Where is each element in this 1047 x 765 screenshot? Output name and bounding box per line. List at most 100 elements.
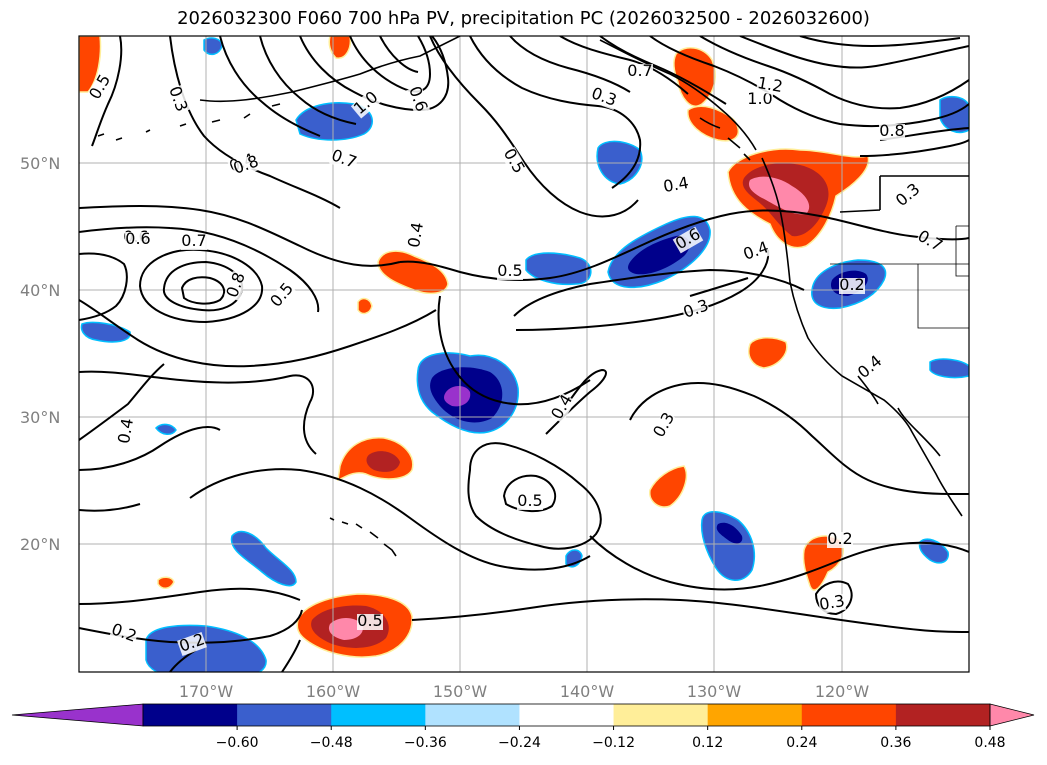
canada-border [839,175,969,213]
contour-label: 1.0 [747,89,772,108]
precip-positive-shading [79,36,870,658]
lat-label-20: 20°N [20,535,60,554]
colorbar-segment [707,704,803,726]
colorbar-extend-low [11,703,144,727]
colorbar-segment [425,704,520,726]
neg-blob-2-core [628,235,690,275]
contour-label-bg [224,271,248,301]
colorbar-extend-high [989,703,1035,727]
contour-label-bg [892,181,924,211]
colorbar-segment [143,704,238,726]
contour-label: 0.4 [662,173,690,196]
contour-label-bg [406,85,430,115]
hawaii [329,517,397,557]
contour-label-bg [589,86,619,110]
contour-label-bg [650,410,678,442]
contour-label-bg [177,632,207,656]
contour-label-bg [817,593,847,615]
colorbar-tick-label: −0.60 [216,735,259,751]
contour-label-bg [115,417,137,447]
contour-label: 0.7 [181,231,206,250]
contour-label-bg [661,175,691,197]
contour-label-bg [827,532,853,548]
contour-label-bg [500,146,528,178]
colorbar-segment [801,704,897,726]
pos-blob-1-peak [748,176,810,215]
lon-label-160w: 160°W [306,682,361,701]
contour-label-bg [879,124,905,140]
pos-blob-4 [377,250,449,295]
contour-label-bg [109,622,139,646]
contour-label-bg [125,232,151,248]
contour-label-bg [329,148,359,172]
pos-blob-13 [157,576,175,589]
neg-blob-14 [155,423,177,435]
map-frame-bg [79,36,969,672]
contour-label-bg [672,226,704,254]
neg-blob-9 [295,102,374,141]
lon-label-150w: 150°W [433,682,488,701]
pos-blob-6 [649,465,688,508]
contour-label: 1.2 [756,73,784,96]
contour-label-bg [357,614,383,630]
colorbar-tick-label: −0.36 [404,735,447,751]
pos-blob-8 [79,36,102,93]
map-title: 2026032300 F060 700 hPa PV, precipitatio… [177,8,870,29]
contour-label: 0.5 [497,261,522,280]
lon-label-140w: 140°W [560,682,615,701]
contour-label-bg [517,494,543,510]
pos-blob-2-peak [328,618,363,640]
contour-label-bg [854,353,886,383]
neg-blob-16 [203,37,223,56]
colorbar-tick-label: 0.36 [880,735,911,751]
contour-label-bg [497,264,523,280]
pos-blob-3-mid [366,451,400,472]
contour-label-bg [755,75,785,97]
lat-label-30: 30°N [20,408,60,427]
contour-label: 0.7 [627,61,652,80]
contour-label-bg [839,278,865,294]
west-coast [761,157,963,517]
neg-blob-4 [700,511,756,581]
colorbar-tick-label: 0.48 [974,735,1005,751]
contour-label-bg [350,89,382,119]
colorbar: −0.60 −0.48 −0.36 −0.24 −0.12 0.12 0.24 0.36 0.4… [11,703,1035,751]
contour-label: 0.5 [517,491,542,510]
map-border [78,35,970,673]
contour-label-bg [181,234,207,250]
pos-blob-12 [357,297,373,315]
pos-blob-9 [328,36,352,59]
contour-label: 0.2 [839,275,864,294]
neg-blob-1-peak [444,386,471,407]
colorbar-tick-label: −0.24 [498,735,541,751]
colorbar-segment [237,704,332,726]
contour-label-bg [914,228,946,256]
pos-blob-7 [748,337,788,369]
contour-label-bg [86,72,114,104]
colorbar-frame [142,703,991,727]
contour-label-bg [747,92,773,108]
neg-blob-4-core [716,522,743,544]
colorbar-segment [519,704,615,726]
colorbar-segment [331,704,426,726]
contour-label: 0.5 [357,611,382,630]
colorbar-tick-label: −0.48 [310,735,353,751]
us-states [830,225,969,329]
colorbar-segment [613,704,709,726]
colorbar-tick-label: 0.24 [786,735,817,751]
baja [857,375,941,457]
contour-label-bg [627,64,653,80]
bc-islands [699,117,751,161]
lat-label-40: 40°N [20,281,60,300]
contour-label: 0.2 [827,529,852,548]
graticule [79,36,969,672]
latitude-labels: 50°N 40°N 30°N 20°N [20,154,60,554]
neg-blob-11 [939,95,969,134]
longitude-labels: 170°W 160°W 150°W 140°W 130°W 120°W [179,682,870,701]
contour-label: 0.6 [125,229,150,248]
contour-label: 0.4 [114,417,137,445]
precip-negative-shading [80,37,969,672]
contour-label-bg [231,154,261,178]
contour-label: 0.8 [879,121,904,140]
